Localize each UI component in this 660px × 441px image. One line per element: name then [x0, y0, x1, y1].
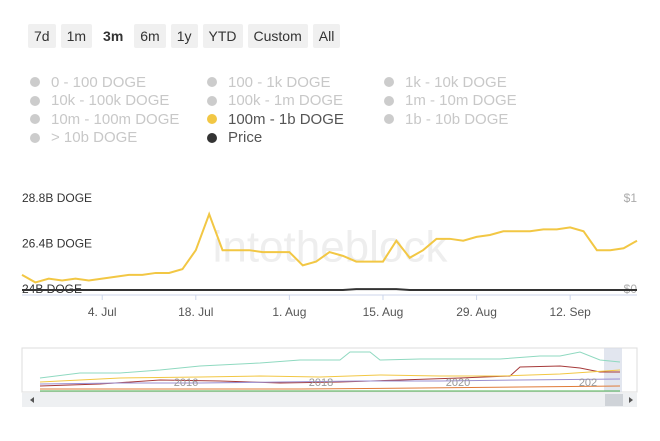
watermark: intotheblock [213, 223, 449, 272]
navigator-year: 2018 [309, 377, 333, 389]
legend-marker [207, 95, 217, 106]
legend-item[interactable]: 1b - 10b DOGE [384, 110, 561, 129]
range-button[interactable]: Custom [247, 24, 308, 48]
legend-marker [30, 114, 40, 125]
range-button[interactable]: 1y [170, 24, 198, 48]
navigator-line [39, 365, 620, 387]
y2-tick-label: $1 [624, 191, 638, 205]
y-tick-label: 28.8B DOGE [22, 191, 92, 205]
legend-marker [30, 132, 40, 143]
legend-item[interactable]: > 10b DOGE [30, 129, 207, 148]
navigator-line [40, 385, 621, 390]
x-tick-label: 18. Jul [178, 305, 213, 319]
legend: 0 - 100 DOGE 100 - 1k DOGE 1k - 10k DOGE 10… [30, 73, 561, 147]
range-button[interactable]: 6m [134, 24, 166, 48]
legend-marker [207, 114, 217, 125]
navigator-frame [21, 347, 638, 393]
x-tick-label: 4. Jul [88, 305, 117, 319]
legend-label: 0 - 100 DOGE [51, 73, 147, 91]
legend-item[interactable]: 1m - 10m DOGE [384, 92, 561, 111]
navigator-year: 2016 [174, 377, 198, 389]
legend-item[interactable]: 10k - 100k DOGE [30, 92, 207, 111]
legend-marker [384, 77, 394, 88]
series-line [22, 288, 637, 291]
navigator [21, 347, 638, 407]
range-button[interactable]: 1m [60, 24, 93, 48]
scrollbar-thumb[interactable] [605, 394, 623, 406]
navigator-line [39, 351, 621, 379]
range-button[interactable]: 7d [28, 24, 56, 48]
legend-marker [384, 95, 394, 106]
legend-label: 10m - 100m DOGE [51, 110, 180, 128]
legend-marker [30, 95, 40, 106]
scroll-right[interactable] [629, 397, 633, 403]
legend-item[interactable]: 100m - 1b DOGE [207, 110, 384, 129]
legend-label: 1b - 10b DOGE [405, 110, 509, 128]
navigator-year: 202 [579, 377, 597, 389]
legend-item[interactable]: 10m - 100m DOGE [30, 110, 207, 129]
legend-label: Price [228, 129, 263, 147]
x-tick-label: 12. Sep [549, 305, 591, 319]
legend-item[interactable]: 100 - 1k DOGE [207, 73, 384, 92]
legend-item[interactable]: 0 - 100 DOGE [30, 73, 207, 92]
legend-label: 10k - 100k DOGE [51, 92, 170, 110]
legend-item[interactable]: 100k - 1m DOGE [207, 92, 384, 111]
y-tick-label: 26.4B DOGE [22, 237, 92, 251]
legend-label: 100m - 1b DOGE [228, 110, 344, 128]
legend-label: > 10b DOGE [51, 129, 138, 147]
scrollbar[interactable] [22, 393, 637, 407]
x-tick-label: 15. Aug [363, 305, 404, 319]
range-button[interactable]: 3m [97, 24, 130, 48]
legend-marker [207, 132, 217, 143]
legend-marker [30, 77, 40, 88]
range-button[interactable]: All [312, 24, 341, 48]
legend-marker [207, 77, 217, 88]
legend-label: 100 - 1k DOGE [228, 73, 331, 91]
series-line [21, 211, 638, 284]
legend-label: 1m - 10m DOGE [405, 92, 517, 110]
navigator-line [39, 378, 621, 385]
navigator-line [39, 369, 621, 383]
legend-item[interactable]: Price [207, 129, 384, 148]
navigator-year: 2020 [446, 377, 470, 389]
legend-item[interactable]: 1k - 10k DOGE [384, 73, 561, 92]
scroll-left[interactable] [30, 397, 34, 403]
x-tick-label: 1. Aug [272, 305, 306, 319]
legend-marker [384, 114, 394, 125]
x-tick-label: 29. Aug [456, 305, 497, 319]
range-button[interactable]: YTD [202, 24, 243, 48]
legend-label: 100k - 1m DOGE [228, 92, 344, 110]
legend-label: 1k - 10k DOGE [405, 73, 507, 91]
range-buttons: 7d 1m 3m 6m 1y YTD Custom All [28, 24, 341, 48]
